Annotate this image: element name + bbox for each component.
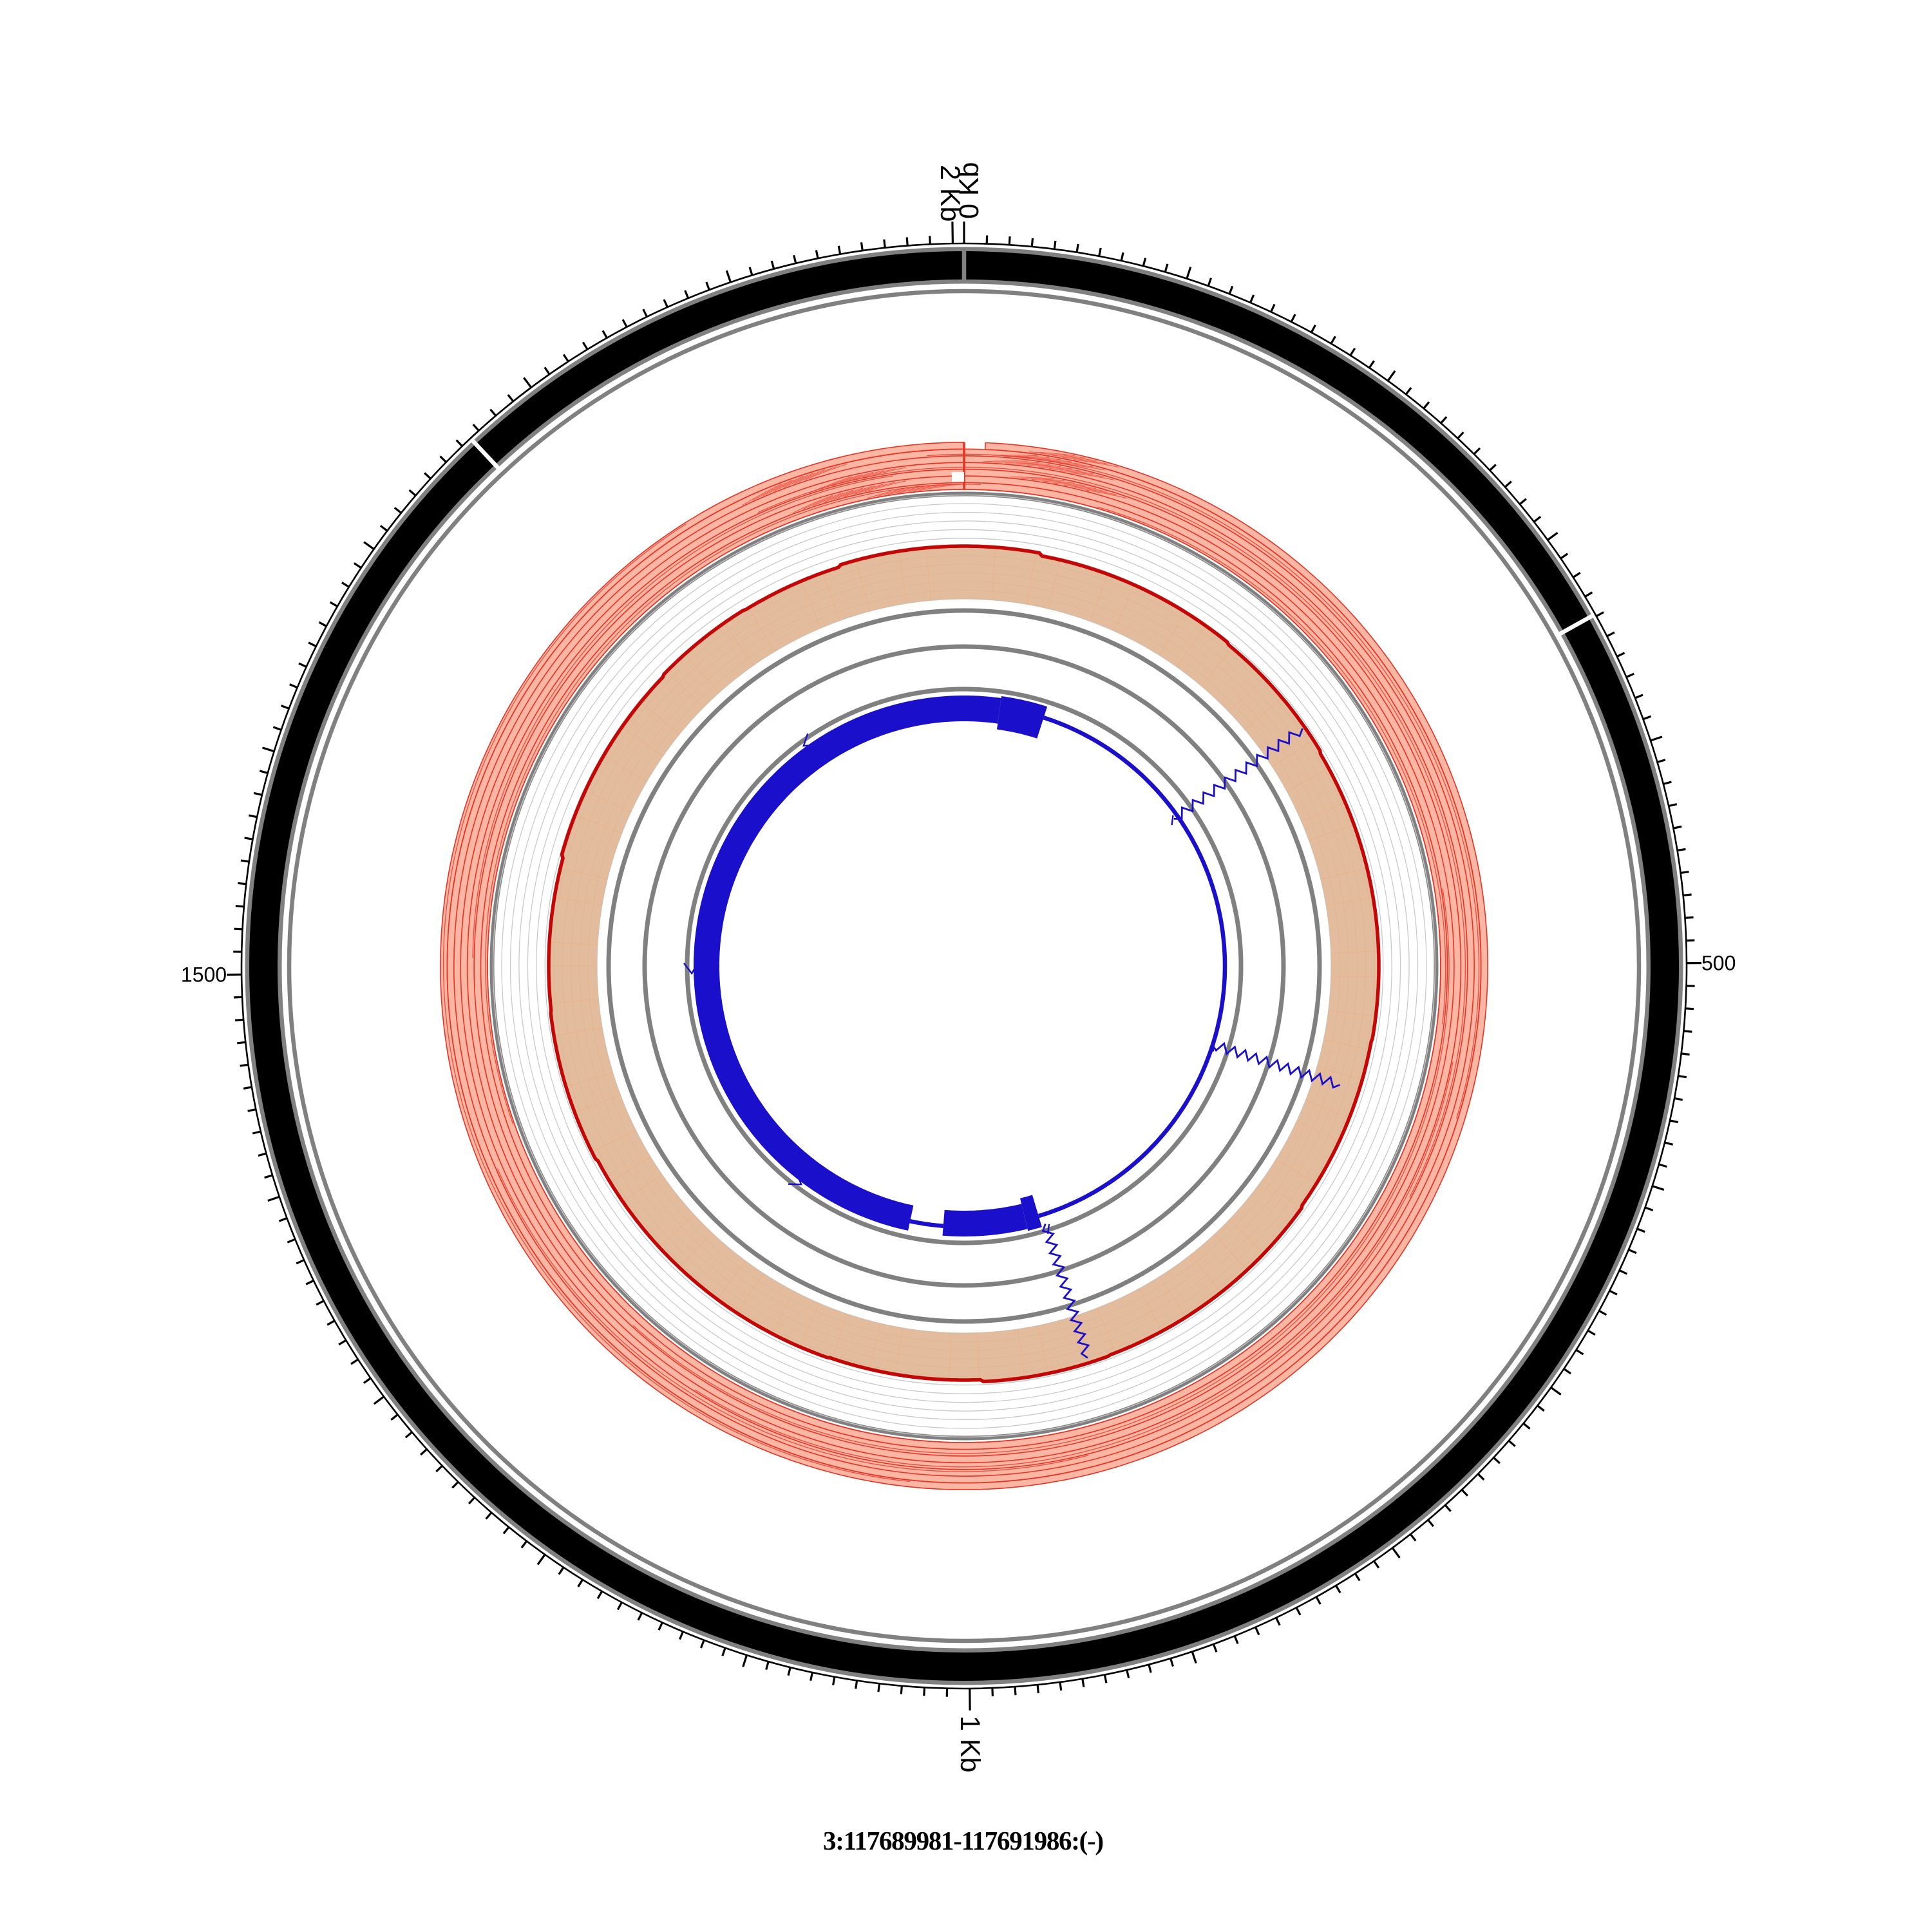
svg-text:1500: 1500 — [181, 963, 227, 987]
svg-text:2 Kb: 2 Kb — [934, 165, 965, 222]
svg-text:1 Kb: 1 Kb — [954, 1716, 985, 1772]
svg-text:0 Kb: 0 Kb — [954, 162, 985, 219]
svg-text:3:117689981-117691986:(-): 3:117689981-117691986:(-) — [823, 1826, 1104, 1855]
svg-text:500: 500 — [1701, 952, 1736, 975]
